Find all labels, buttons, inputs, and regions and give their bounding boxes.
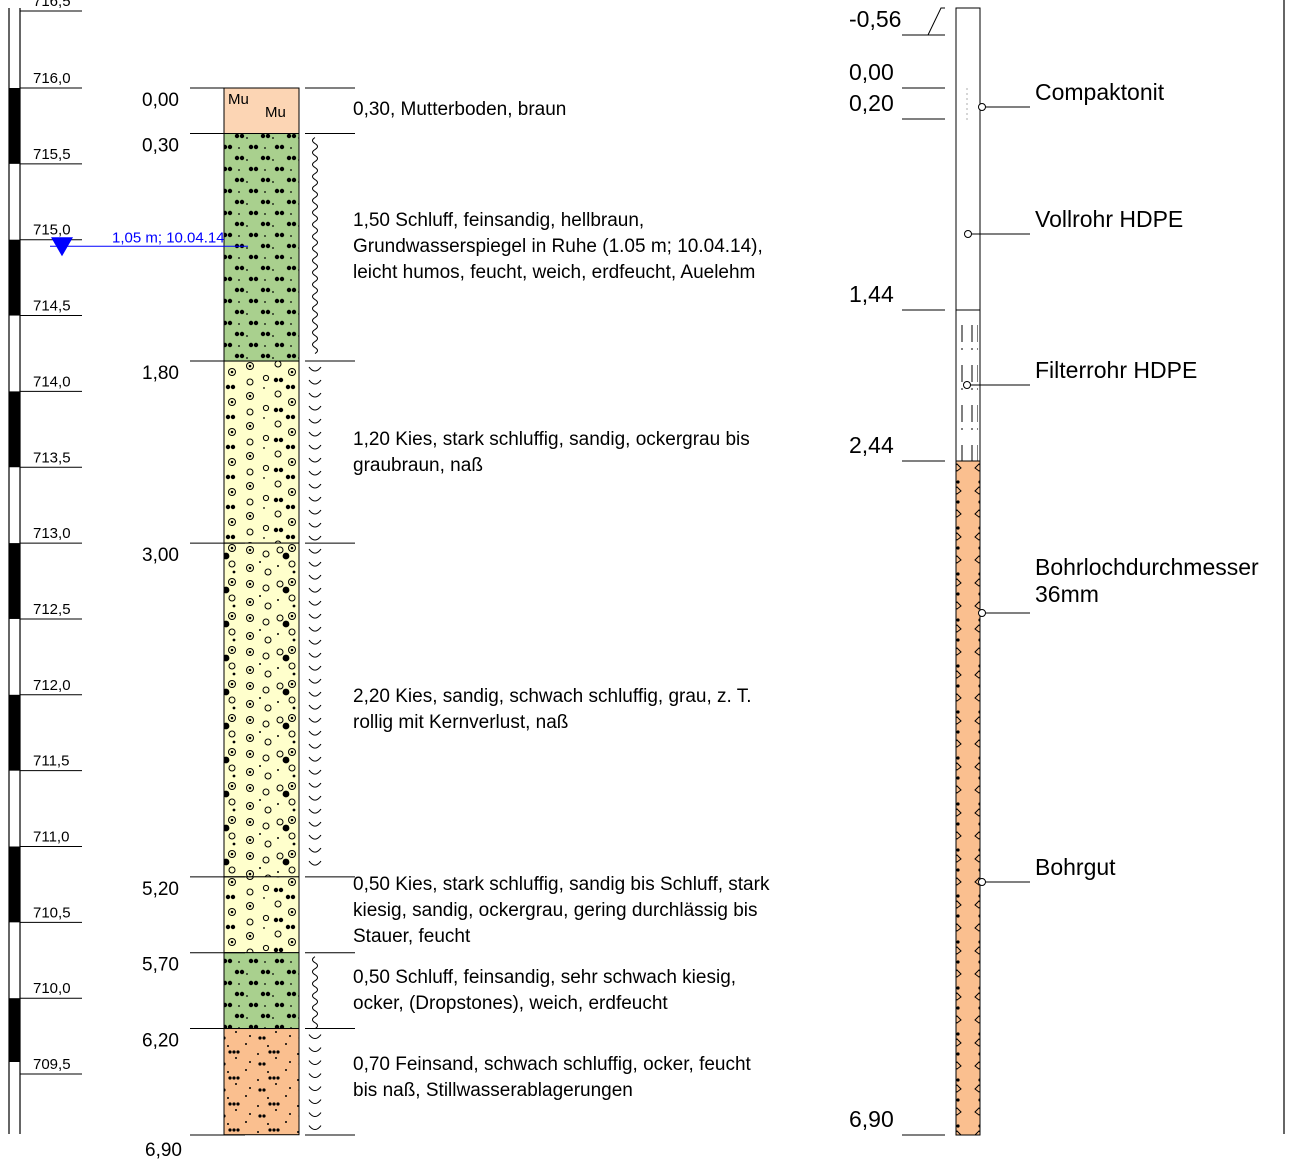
scale-bar — [9, 239, 20, 316]
scale-label: 710,5 — [33, 904, 71, 921]
layer-symbol: Mu — [228, 91, 249, 108]
scale-label: 712,0 — [33, 677, 71, 694]
moisture-symbol — [308, 366, 322, 541]
well-depth-label: 2,44 — [849, 432, 894, 458]
layer-description: 0,50 Schluff, feinsandig, sehr schwach k… — [353, 967, 736, 988]
layer-top-depth: 5,20 — [142, 879, 179, 900]
layer-description: Grundwasserspiegel in Ruhe (1.05 m; 10.0… — [353, 236, 763, 257]
layer-kies-sandig — [223, 542, 300, 878]
well-depth-label: 0,00 — [849, 59, 894, 85]
scale-label: 714,5 — [33, 298, 71, 315]
scale-label: 715,0 — [33, 222, 71, 239]
groundwater-level: 1,05 m; 10.04.14 — [50, 229, 248, 257]
layer-top-depth: 0,30 — [142, 136, 179, 157]
component-marker — [978, 609, 986, 617]
layer-description: 0,50 Kies, stark schluffig, sandig bis S… — [353, 874, 770, 895]
layer-description: leicht humos, feucht, weich, erdfeucht, … — [353, 262, 755, 283]
component-label: Vollrohr HDPE — [1035, 206, 1183, 232]
well-depth-label: 0,20 — [849, 90, 894, 116]
component-label: 36mm — [1035, 581, 1099, 607]
final-depth: 6,90 — [145, 1134, 355, 1161]
layer-description: 2,20 Kies, sandig, schwach schluffig, gr… — [353, 686, 752, 707]
layer-schluff — [223, 133, 300, 362]
moisture-symbol — [312, 137, 318, 354]
well-depth-label: 6,90 — [849, 1106, 894, 1132]
layer-description: 0,30, Mutterboden, braun — [353, 99, 566, 120]
well-depth-label: -0,56 — [849, 6, 901, 32]
layer-description: 1,50 Schluff, feinsandig, hellbraun, — [353, 210, 644, 231]
layer-description: 0,70 Feinsand, schwach schluffig, ocker,… — [353, 1054, 752, 1075]
layer-symbol: Mu — [265, 104, 286, 121]
scale-label: 715,5 — [33, 146, 71, 163]
moisture-symbol — [308, 548, 322, 866]
layer-mutterboden — [223, 87, 300, 135]
scale-label: 716,0 — [33, 70, 71, 87]
layer-top-depth: 6,20 — [142, 1031, 179, 1052]
scale-label: 716,5 — [33, 0, 71, 10]
well-construction: -0,56 0,00 0,20 1,44 2,44 6,90 Compaktonit Vol… — [849, 6, 1259, 1136]
scale-label: 713,0 — [33, 525, 71, 542]
layer-top-depth: 1,80 — [142, 363, 179, 384]
scale-bar — [9, 391, 20, 468]
scale-label: 713,5 — [33, 449, 71, 466]
component-marker — [964, 230, 972, 238]
layer-top-depth: 3,00 — [142, 545, 179, 566]
layer-description: graubraun, naß — [353, 455, 483, 476]
layer-feinsand — [223, 1028, 300, 1136]
scale-label: 714,0 — [33, 373, 71, 390]
component-label: Bohrgut — [1035, 854, 1116, 880]
soil-layers: 0,00 Mu Mu 0,30, Mutterboden, braun 0,30 1,50… — [142, 87, 770, 1136]
layer-kies-schluffig — [223, 876, 300, 954]
scale-bar — [9, 846, 20, 923]
component-label: Filterrohr HDPE — [1035, 357, 1197, 383]
well-depth-label: 1,44 — [849, 281, 894, 307]
component-label: Bohrlochdurchmesser — [1035, 554, 1259, 580]
scale-bar — [9, 998, 20, 1062]
layer-description: rollig mit Kernverlust, naß — [353, 712, 568, 733]
scale-label: 711,0 — [33, 829, 69, 846]
layer-schluff — [223, 952, 300, 1030]
component-marker — [978, 103, 986, 111]
well-top-marker — [927, 7, 945, 36]
scale-bar — [9, 88, 20, 164]
scale-label: 710,0 — [33, 980, 71, 997]
elevation-scale: 716,5 716,0 715,5 715,0 714,5 714,0 713,5 713,0… — [8, 0, 82, 1134]
layer-description: ocker, (Dropstones), weich, erdfeucht — [353, 993, 668, 1014]
water-level-label: 1,05 m; 10.04.14 — [112, 229, 225, 246]
final-depth-label: 6,90 — [145, 1140, 182, 1161]
layer-description: kiesig, sandig, ockergrau, gering durchl… — [353, 900, 758, 921]
layer-description: 1,20 Kies, stark schluffig, sandig, ocke… — [353, 429, 750, 450]
scale-label: 711,5 — [33, 753, 69, 770]
moisture-symbol — [308, 1034, 322, 1131]
scale-bar — [9, 694, 20, 771]
layer-description: bis naß, Stillwasserablagerungen — [353, 1080, 633, 1101]
moisture-symbol — [312, 956, 318, 1030]
scale-label: 709,5 — [33, 1056, 71, 1073]
component-marker — [963, 381, 971, 389]
layer-kies-schluffig — [223, 360, 300, 544]
component-label: Compaktonit — [1035, 79, 1165, 105]
layer-top-depth: 0,00 — [142, 90, 179, 111]
component-marker — [978, 878, 986, 886]
scale-label: 712,5 — [33, 601, 71, 618]
layer-description: Stauer, feucht — [353, 926, 471, 947]
scale-bar — [9, 543, 20, 619]
layer-top-depth: 5,70 — [142, 955, 179, 976]
